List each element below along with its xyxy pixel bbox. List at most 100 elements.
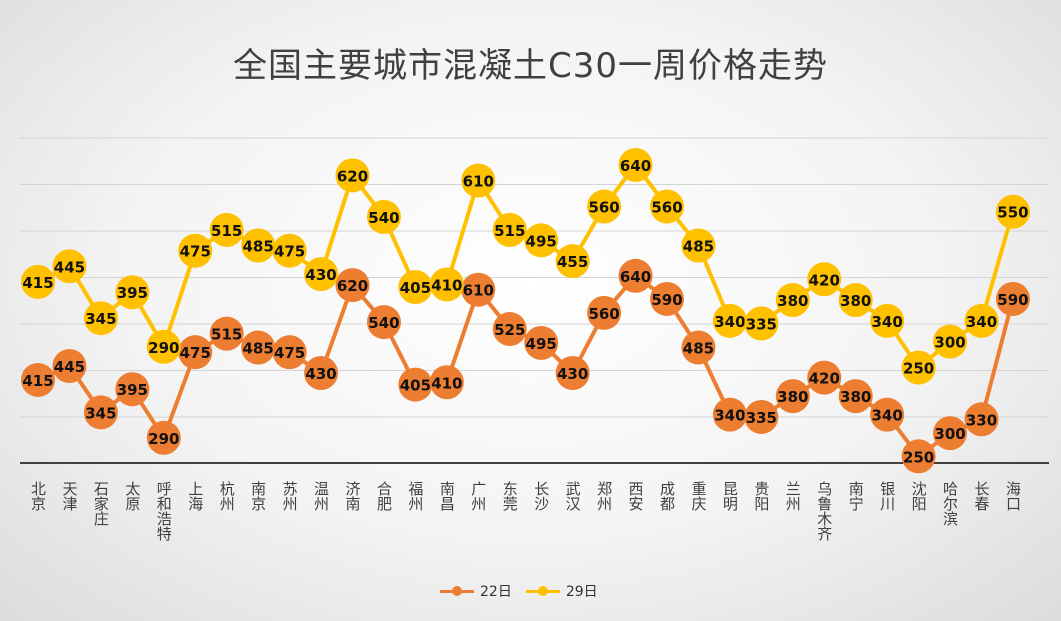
data-label: 455 (557, 253, 588, 271)
data-label: 380 (840, 388, 871, 406)
x-tick-label: 上海 (186, 481, 204, 511)
data-point (744, 399, 779, 434)
x-tick-label: 广州 (469, 481, 487, 511)
data-label: 290 (148, 339, 179, 357)
x-tick-label: 温州 (312, 481, 330, 511)
data-point (241, 228, 276, 263)
data-label: 560 (588, 305, 619, 323)
data-point (650, 281, 684, 316)
data-label: 475 (274, 344, 305, 362)
data-point (681, 330, 716, 365)
data-label: 340 (871, 407, 902, 425)
data-point (335, 158, 370, 193)
x-tick-label: 济南 (344, 481, 362, 511)
data-point (775, 283, 810, 318)
data-label: 340 (966, 313, 997, 331)
data-point (241, 330, 276, 365)
data-point (146, 420, 181, 455)
data-label: 340 (871, 313, 902, 331)
data-point (115, 372, 150, 407)
x-tick-label: 长春 (973, 481, 991, 511)
x-tick-label: 昆明 (721, 481, 739, 512)
chart-title: 全国主要城市混凝土C30一周价格走势 (232, 46, 828, 86)
data-point (272, 335, 307, 370)
data-point (524, 325, 559, 360)
legend-item: 22日 (440, 581, 512, 601)
data-label: 405 (400, 279, 431, 297)
data-label: 340 (714, 313, 745, 331)
data-point (807, 360, 842, 395)
data-label: 330 (966, 411, 997, 429)
data-point (964, 402, 999, 437)
data-point (178, 335, 213, 370)
data-label: 610 (463, 282, 494, 300)
x-tick-label: 长沙 (532, 481, 550, 511)
data-label: 560 (588, 199, 619, 217)
data-label: 380 (840, 292, 871, 310)
data-label: 300 (934, 334, 965, 352)
data-label: 340 (714, 407, 745, 425)
data-label: 495 (526, 335, 557, 353)
legend-label: 22日 (480, 584, 512, 600)
data-point (429, 365, 464, 400)
data-point (964, 303, 999, 338)
data-point (398, 270, 433, 305)
data-label: 445 (54, 358, 85, 376)
data-label: 430 (305, 365, 336, 383)
data-point (398, 367, 433, 402)
data-label: 410 (431, 374, 462, 392)
data-label: 550 (997, 204, 1028, 222)
data-label: 485 (242, 237, 273, 255)
data-point (492, 312, 527, 347)
legend-label: 29日 (565, 584, 598, 600)
data-label: 485 (683, 340, 714, 358)
data-label: 620 (337, 277, 368, 295)
data-label: 515 (211, 222, 242, 240)
data-label: 415 (22, 274, 53, 292)
x-tick-label: 石家庄 (92, 481, 110, 526)
data-label: 415 (22, 372, 53, 390)
data-point (209, 212, 244, 247)
data-label: 410 (431, 276, 462, 294)
data-label: 430 (305, 266, 336, 284)
data-label: 640 (620, 157, 651, 175)
data-point (807, 262, 842, 297)
x-tick-label: 呼和浩特 (155, 481, 173, 541)
data-point (744, 306, 779, 341)
data-label: 495 (526, 232, 557, 250)
data-point (178, 233, 213, 268)
data-point (555, 244, 590, 279)
data-label: 475 (180, 243, 211, 261)
data-point (524, 223, 559, 258)
data-label: 380 (777, 388, 808, 406)
data-label: 590 (651, 291, 682, 309)
x-tick-label: 贵阳 (752, 481, 770, 511)
x-tick-label: 兰州 (784, 481, 802, 511)
data-label: 560 (651, 199, 682, 217)
data-label: 335 (746, 315, 777, 333)
data-point (650, 189, 684, 224)
data-point (304, 355, 339, 390)
data-label: 485 (683, 237, 714, 255)
x-tick-label: 乌鲁木齐 (815, 481, 833, 541)
data-point (366, 305, 401, 340)
data-label: 620 (337, 167, 368, 185)
x-tick-label: 银川 (878, 481, 896, 511)
data-label: 250 (903, 448, 934, 466)
x-tick-label: 武汉 (564, 481, 582, 511)
data-label: 300 (934, 425, 965, 443)
data-label: 430 (557, 365, 588, 383)
data-point (870, 397, 905, 432)
data-label: 335 (746, 409, 777, 427)
data-label: 640 (620, 268, 651, 286)
x-tick-label: 福州 (406, 481, 424, 511)
data-label: 590 (997, 291, 1028, 309)
data-point (618, 258, 653, 293)
data-point (21, 264, 55, 299)
x-tick-label: 成都 (658, 481, 676, 511)
data-label: 395 (117, 381, 148, 399)
x-tick-label: 南宁 (847, 481, 865, 511)
data-label: 515 (211, 326, 242, 344)
x-tick-label: 哈尔滨 (941, 481, 959, 526)
data-point (21, 362, 55, 397)
